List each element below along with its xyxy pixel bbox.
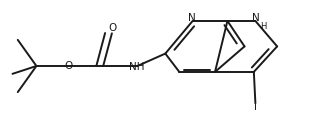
Text: O: O — [108, 23, 117, 33]
Text: O: O — [65, 61, 73, 71]
Text: N: N — [251, 13, 259, 23]
Text: I: I — [254, 102, 257, 112]
Text: H: H — [260, 22, 266, 31]
Text: NH: NH — [129, 62, 144, 72]
Text: N: N — [188, 13, 196, 23]
